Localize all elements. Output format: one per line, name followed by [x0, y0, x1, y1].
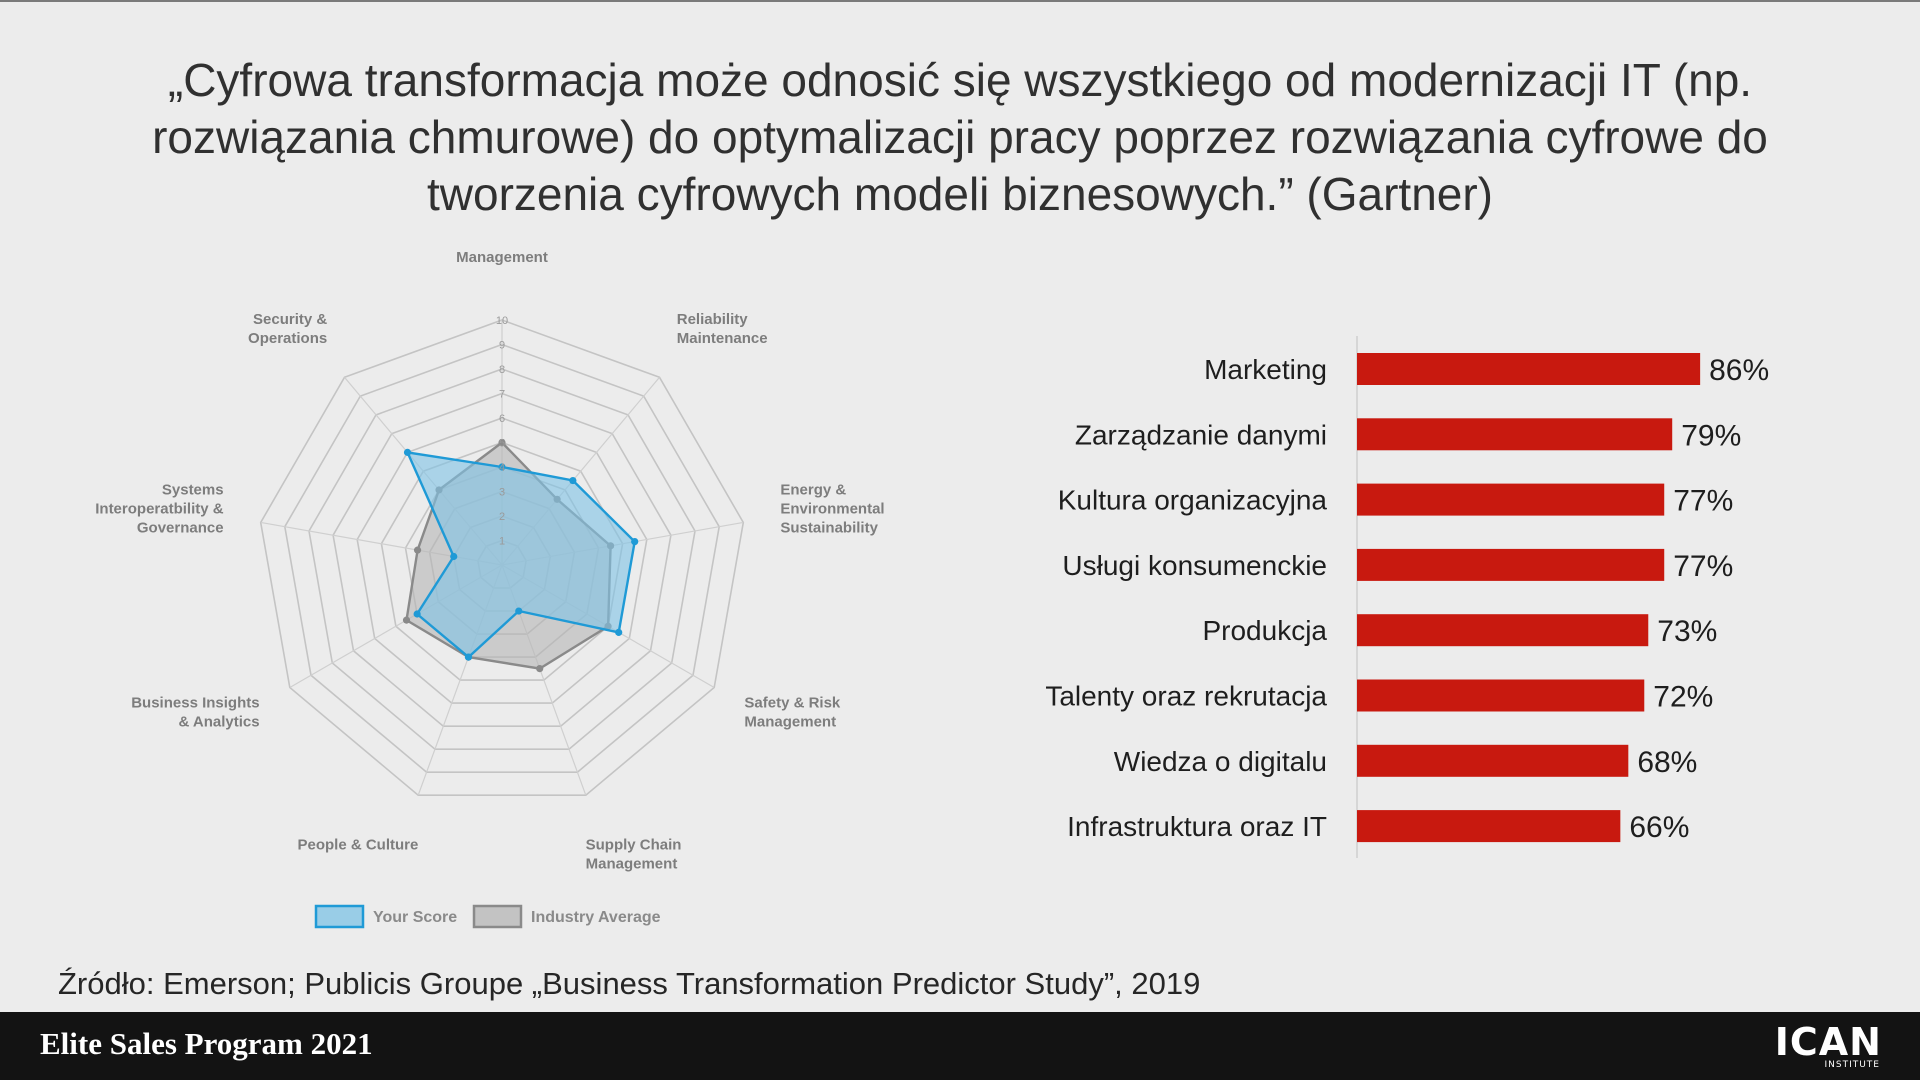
bar-value-label: 72% — [1653, 681, 1713, 714]
radar-point — [569, 476, 577, 485]
radar-tick-label: 10 — [496, 315, 508, 327]
radar-tick-label: 9 — [499, 340, 505, 352]
radar-tick-label: 2 — [499, 511, 505, 523]
radar-legend: Your Score Industry Average — [314, 904, 661, 929]
radar-tick-label: 5 — [499, 438, 505, 450]
top-divider — [0, 0, 1920, 2]
radar-point — [615, 628, 623, 636]
bar — [1357, 548, 1665, 581]
radar-point — [450, 552, 458, 561]
bar — [1357, 810, 1621, 843]
legend-label: Your Score — [373, 909, 457, 926]
bar-category-label: Marketing — [1204, 354, 1327, 385]
radar-axis-label: Security & Operations — [248, 311, 327, 347]
legend-swatch — [472, 904, 523, 929]
quote-title: „Cyfrowa transformacja może odnosić się … — [60, 52, 1860, 223]
radar-grid-ring — [283, 343, 721, 774]
footer-bar: Elite Sales Program 2021 ICAN INSTITUTE — [0, 1012, 1920, 1080]
radar-grid-ring — [332, 392, 672, 728]
radar-axis-label: Energy & Environmental Sustainability — [780, 481, 884, 536]
bar-category-label: Usługi konsumenckie — [1062, 550, 1327, 581]
bar — [1357, 744, 1629, 777]
source-note: Źródło: Emerson; Publicis Groupe „Busine… — [58, 966, 1201, 1001]
radar-tick-label: 8 — [499, 364, 505, 376]
radar-axis-label: ProductionManagement — [456, 250, 548, 266]
radar-tick-label: 6 — [499, 413, 505, 425]
radar-grid-ring — [259, 319, 745, 797]
bar-category-label: Talenty oraz rekrutacja — [1045, 681, 1327, 712]
bar-value-label: 77% — [1673, 485, 1733, 518]
radar-point — [403, 448, 412, 456]
radar-axis-label: Reliability Maintenance — [677, 311, 768, 347]
radar-axis-label: Safety & Risk Management — [744, 695, 841, 731]
legend-label: Industry Average — [531, 909, 661, 926]
quote-line-2: rozwiązania chmurowe) do optymalizacji p… — [152, 111, 1768, 163]
bar-category-label: Kultura organizacyjna — [1058, 485, 1328, 516]
bar — [1357, 614, 1649, 647]
radar-point — [515, 607, 523, 615]
bar — [1357, 418, 1673, 451]
bar-value-label: 77% — [1673, 550, 1733, 583]
radar-tick-label: 7 — [499, 389, 505, 401]
bar — [1357, 679, 1645, 712]
radar-series — [403, 448, 639, 661]
radar-point — [498, 463, 506, 471]
radar-point — [413, 610, 421, 618]
bar-category-label: Zarządzanie danymi — [1075, 419, 1327, 450]
bar-value-label: 86% — [1709, 354, 1769, 387]
radar-grid-ring — [356, 417, 648, 704]
radar-point — [498, 438, 506, 447]
radar-grid-ring — [308, 368, 696, 751]
quote-line-3: tworzenia cyfrowych modeli biznesowych.”… — [426, 168, 1494, 220]
bar-value-label: 66% — [1629, 811, 1689, 844]
radar-tick-label: 4 — [499, 462, 505, 474]
radar-axis-label: Supply Chain Management — [586, 837, 682, 873]
radar-point — [631, 538, 639, 546]
radar-axis-label: People & Culture — [298, 837, 419, 854]
radar-axis-label: Systems Interoperatbility & Governance — [95, 481, 224, 536]
bar — [1357, 353, 1701, 385]
bar-category-label: Produkcja — [1202, 615, 1327, 646]
radar-point — [413, 546, 422, 554]
logo-subtitle: INSTITUTE — [1824, 1060, 1880, 1070]
radar-point — [402, 616, 411, 624]
radar-series-area — [405, 450, 636, 659]
bar-value-label: 79% — [1681, 419, 1741, 452]
bar — [1357, 483, 1665, 516]
program-title: Elite Sales Program 2021 — [40, 1026, 373, 1061]
radar-axis-label: Business Insights & Analytics — [131, 695, 259, 731]
radar-point — [536, 665, 544, 673]
radar-chart: 1 2 3 4 5 6 7 8 9 10 ProductionManagement Reliabili… — [95, 250, 885, 929]
bar-value-label: 73% — [1657, 615, 1717, 648]
radar-point — [464, 653, 473, 661]
logo-wordmark: ICAN — [1774, 1020, 1882, 1064]
bar-category-label: Wiedza o digitalu — [1114, 746, 1327, 777]
quote-line-1: „Cyfrowa transformacja może odnosić się … — [167, 54, 1753, 106]
ican-logo: ICAN INSTITUTE — [1762, 1020, 1882, 1072]
legend-swatch — [314, 904, 365, 929]
radar-tick-label: 1 — [499, 536, 505, 548]
bar-category-label: Infrastruktura oraz IT — [1067, 811, 1327, 842]
bar-chart: Marketing 86% Zarządzanie danymi 79% Kultura… — [1045, 336, 1769, 858]
bar-value-label: 68% — [1637, 746, 1697, 779]
radar-tick-label: 3 — [499, 487, 505, 499]
